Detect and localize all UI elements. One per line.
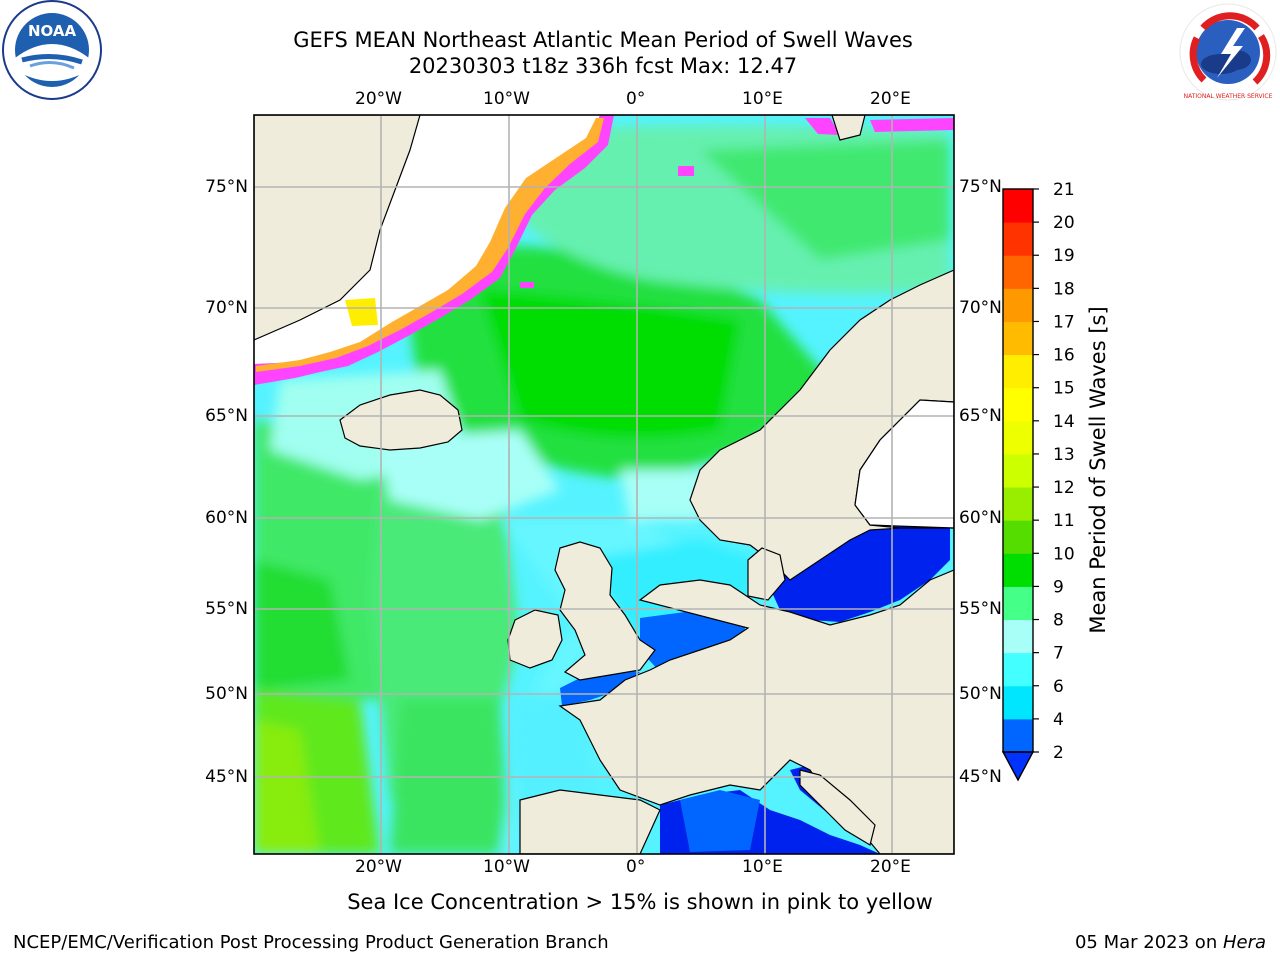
footer-credit: NCEP/EMC/Verification Post Processing Pr… [13, 932, 609, 953]
lon-label-bottom: 10°W [483, 857, 530, 877]
noaa-logo: NOAA [2, 0, 102, 100]
colorbar-segment [1003, 520, 1033, 554]
sea-ice-note: Sea Ice Concentration > 15% is shown in … [347, 890, 933, 914]
colorbar-segment [1003, 321, 1033, 356]
lat-label-left: 50°N [205, 684, 248, 704]
colorbar-tick-label: 14 [1053, 412, 1075, 432]
lat-label-left: 60°N [205, 508, 248, 528]
lat-label-right: 55°N [959, 599, 1002, 619]
colorbar-segment [1003, 189, 1033, 223]
footer-date: 05 Mar 2023 on Hera [1075, 932, 1266, 953]
lon-label-top: 0° [626, 89, 646, 109]
colorbar-segment [1003, 652, 1033, 687]
footer-date-text: 05 Mar 2023 on [1074, 932, 1223, 953]
lat-label-left: 75°N [205, 177, 248, 197]
lon-label-bottom: 0° [626, 857, 646, 877]
colorbar-tick-label: 4 [1053, 710, 1064, 730]
colorbar-tick-label: 12 [1053, 478, 1075, 498]
chart-subtitle: 20230303 t18z 336h fcst Max: 12.47 [408, 54, 798, 78]
colorbar: 2 4 6 7 8 9 10 11 12 13 14 15 16 17 18 19 20 21 [1001, 180, 1075, 782]
map-frame [253, 114, 955, 855]
lat-label-left: 45°N [205, 767, 248, 787]
colorbar-tick-label: 9 [1053, 577, 1064, 597]
colorbar-segment [1003, 354, 1033, 389]
colorbar-segment [1003, 619, 1033, 654]
lon-label-top: 10°W [483, 89, 530, 109]
colorbar-segment [1003, 222, 1033, 256]
colorbar-tick-label: 8 [1053, 611, 1064, 631]
lon-label-top: 20°W [355, 89, 402, 109]
nws-logo-text: NATIONAL WEATHER SERVICE [1184, 93, 1273, 100]
colorbar-tick-label: 6 [1053, 677, 1064, 697]
colorbar-segment [1003, 255, 1033, 289]
chart-title: GEFS MEAN Northeast Atlantic Mean Period… [293, 28, 913, 52]
colorbar-segment [1003, 288, 1033, 322]
colorbar-extend-min [1001, 751, 1035, 782]
nws-logo: NATIONAL WEATHER SERVICE [1179, 3, 1277, 101]
colorbar-segment [1003, 420, 1033, 455]
map-area [254, 115, 954, 854]
colorbar-tick-label: 10 [1053, 544, 1075, 564]
colorbar-tick-label: 16 [1053, 346, 1075, 366]
colorbar-tick-label: 18 [1053, 279, 1075, 299]
colorbar-tick-label: 13 [1053, 445, 1075, 465]
lat-label-right: 50°N [959, 684, 1002, 704]
lon-label-bottom: 20°W [355, 857, 402, 877]
lat-label-right: 70°N [959, 298, 1002, 318]
colorbar-tick-label: 2 [1053, 743, 1064, 763]
lat-label-right: 45°N [959, 767, 1002, 787]
lon-label-top: 10°E [742, 89, 783, 109]
colorbar-tick-label: 20 [1053, 213, 1075, 233]
colorbar-tick-label: 21 [1053, 180, 1075, 200]
colorbar-tick-label: 7 [1053, 644, 1064, 664]
colorbar-tick-label: 17 [1053, 312, 1075, 332]
footer-host: Hera [1222, 932, 1266, 953]
lon-label-bottom: 10°E [742, 857, 783, 877]
lat-label-left: 65°N [205, 406, 248, 426]
lat-label-left: 55°N [205, 599, 248, 619]
lon-label-top: 20°E [870, 89, 911, 109]
lon-label-bottom: 20°E [870, 857, 911, 877]
colorbar-segment [1003, 387, 1033, 422]
lat-label-right: 75°N [959, 177, 1002, 197]
colorbar-tick-label: 11 [1053, 511, 1075, 531]
colorbar-segment [1003, 586, 1033, 621]
colorbar-frame [1002, 188, 1034, 753]
colorbar-segment [1003, 685, 1033, 720]
lat-label-right: 60°N [959, 508, 1002, 528]
lat-label-left: 70°N [205, 298, 248, 318]
colorbar-label: Mean Period of Swell Waves [s] [1086, 306, 1110, 634]
map-gridlines [254, 115, 954, 854]
lat-label-right: 65°N [959, 406, 1002, 426]
colorbar-segment [1003, 718, 1033, 753]
colorbar-tick-label: 19 [1053, 246, 1075, 266]
colorbar-segment [1003, 553, 1033, 587]
noaa-logo-text: NOAA [28, 22, 77, 40]
colorbar-tick-label: 15 [1053, 379, 1075, 399]
colorbar-segment [1003, 487, 1033, 521]
colorbar-segment [1003, 453, 1033, 488]
